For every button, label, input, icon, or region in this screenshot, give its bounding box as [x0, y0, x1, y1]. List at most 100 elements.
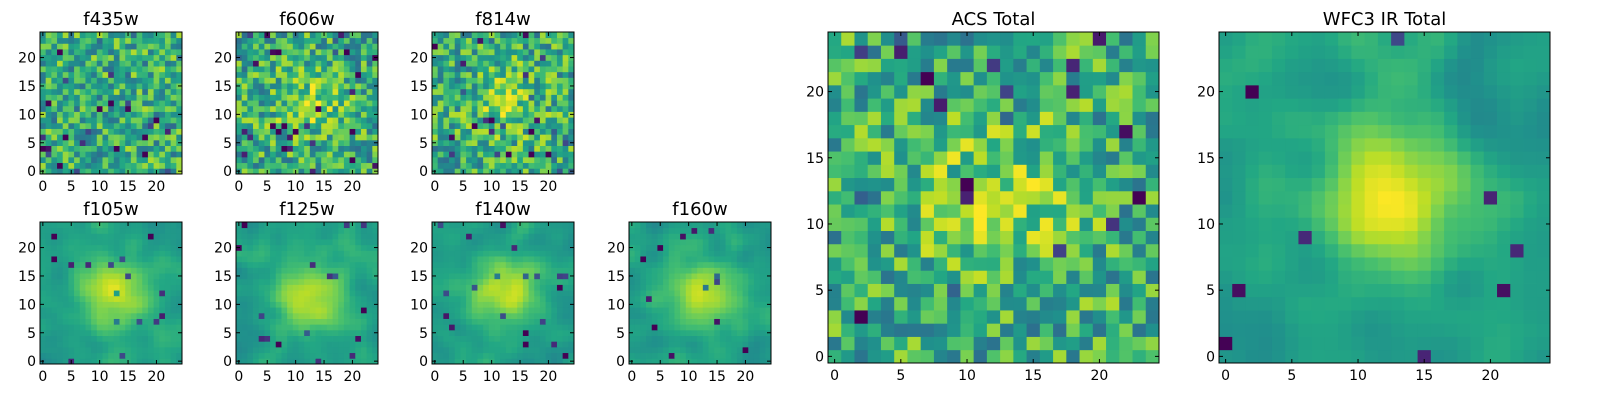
- heatmap-cell: [51, 346, 58, 354]
- heatmap-cell: [685, 233, 692, 240]
- heatmap-cell: [1013, 283, 1027, 298]
- heatmap-cell: [725, 318, 732, 325]
- heatmap-cell: [264, 105, 271, 112]
- heatmap-cell: [113, 222, 120, 229]
- heatmap-cell: [125, 66, 132, 73]
- heatmap-cell: [539, 156, 546, 164]
- heatmap-cell: [748, 352, 755, 359]
- heatmap-cell: [119, 162, 126, 169]
- heatmap-cell: [57, 284, 64, 291]
- heatmap-cell: [153, 239, 160, 246]
- heatmap-cell: [511, 94, 518, 101]
- heatmap-cell: [130, 250, 137, 257]
- heatmap-cell: [562, 60, 569, 67]
- heatmap-cell: [51, 156, 58, 164]
- heatmap-cell: [349, 256, 356, 263]
- heatmap-cell: [697, 335, 704, 342]
- heatmap-cell: [494, 32, 501, 39]
- heatmap-cell: [477, 222, 484, 229]
- heatmap-cell: [1039, 283, 1054, 298]
- heatmap-cell: [159, 122, 166, 129]
- heatmap-cell: [748, 222, 755, 229]
- heatmap-cell: [759, 307, 766, 314]
- heatmap-cell: [933, 283, 948, 298]
- heatmap-cell: [236, 278, 243, 285]
- heatmap-cell: [108, 278, 115, 285]
- heatmap-cell: [102, 256, 109, 263]
- heatmap-cell: [477, 83, 484, 90]
- heatmap-cell: [326, 37, 333, 44]
- heatmap-cell: [96, 145, 103, 152]
- heatmap-cell: [349, 244, 356, 251]
- heatmap-cell: [736, 352, 743, 359]
- heatmap-cell: [640, 227, 647, 234]
- heatmap-cell: [247, 156, 254, 164]
- heatmap-cell: [511, 250, 518, 257]
- heatmap-cell: [657, 329, 664, 336]
- heatmap-cell: [454, 60, 461, 67]
- heatmap-cell: [556, 122, 564, 129]
- heatmap-cell: [287, 32, 294, 39]
- heatmap-cell: [355, 324, 362, 331]
- heatmap-cell: [528, 261, 535, 268]
- heatmap-cell: [147, 284, 154, 291]
- heatmap-cell: [522, 335, 529, 342]
- heatmap-cell: [691, 222, 698, 229]
- heatmap-cell: [164, 341, 172, 348]
- heatmap-cell: [500, 151, 507, 158]
- heatmap-cell: [483, 49, 490, 56]
- heatmap-cell: [96, 66, 103, 73]
- heatmap-cell: [147, 358, 154, 365]
- heatmap-cell: [522, 54, 529, 61]
- heatmap-cell: [562, 256, 569, 263]
- heatmap-cell: [517, 105, 524, 112]
- heatmap-cell: [920, 190, 935, 205]
- heatmap-cell: [651, 261, 658, 268]
- heatmap-cell: [343, 151, 350, 158]
- heatmap-cell: [556, 290, 564, 297]
- heatmap-cell: [449, 117, 456, 124]
- heatmap-cell: [907, 270, 922, 284]
- heatmap-cell: [973, 296, 988, 311]
- heatmap-cell: [505, 117, 512, 124]
- heatmap-cell: [236, 227, 243, 234]
- heatmap-cell: [646, 273, 653, 280]
- heatmap-cell: [253, 156, 260, 164]
- heatmap-cell: [731, 318, 738, 325]
- heatmap-cell: [247, 346, 254, 354]
- heatmap-cell: [742, 239, 749, 246]
- heatmap-cell: [634, 250, 641, 257]
- heatmap-cell: [136, 335, 143, 342]
- heatmap-cell: [79, 54, 86, 61]
- heatmap-cell: [309, 318, 316, 325]
- heatmap-cell: [125, 233, 132, 240]
- heatmap-cell: [568, 250, 575, 257]
- heatmap-cell: [568, 94, 575, 101]
- heatmap-cell: [62, 168, 69, 175]
- heatmap-cell: [556, 329, 564, 336]
- heatmap-cell: [164, 139, 172, 146]
- heatmap-cell: [488, 324, 495, 331]
- heatmap-cell: [841, 310, 855, 324]
- heatmap-cell: [432, 278, 439, 285]
- heatmap-cell: [264, 244, 271, 251]
- heatmap-cell: [57, 77, 64, 84]
- heatmap-cell: [568, 346, 575, 354]
- heatmap-cell: [349, 66, 356, 73]
- heatmap-cell: [264, 37, 271, 44]
- heatmap-cell: [119, 168, 126, 175]
- x-tick-label: 10: [680, 369, 698, 385]
- heatmap-cell: [708, 352, 715, 359]
- heatmap-cell: [1000, 204, 1014, 218]
- heatmap-cell: [736, 278, 743, 285]
- heatmap-cell: [113, 358, 120, 365]
- heatmap-cell: [366, 352, 373, 359]
- heatmap-cell: [477, 341, 484, 348]
- heatmap-cell: [360, 290, 368, 297]
- heatmap-cell: [657, 307, 664, 314]
- y-tick-label: 20: [410, 51, 428, 67]
- heatmap-cell: [247, 324, 254, 331]
- heatmap-cell: [125, 49, 132, 56]
- heatmap-cell: [437, 278, 444, 285]
- heatmap-cell: [79, 358, 86, 365]
